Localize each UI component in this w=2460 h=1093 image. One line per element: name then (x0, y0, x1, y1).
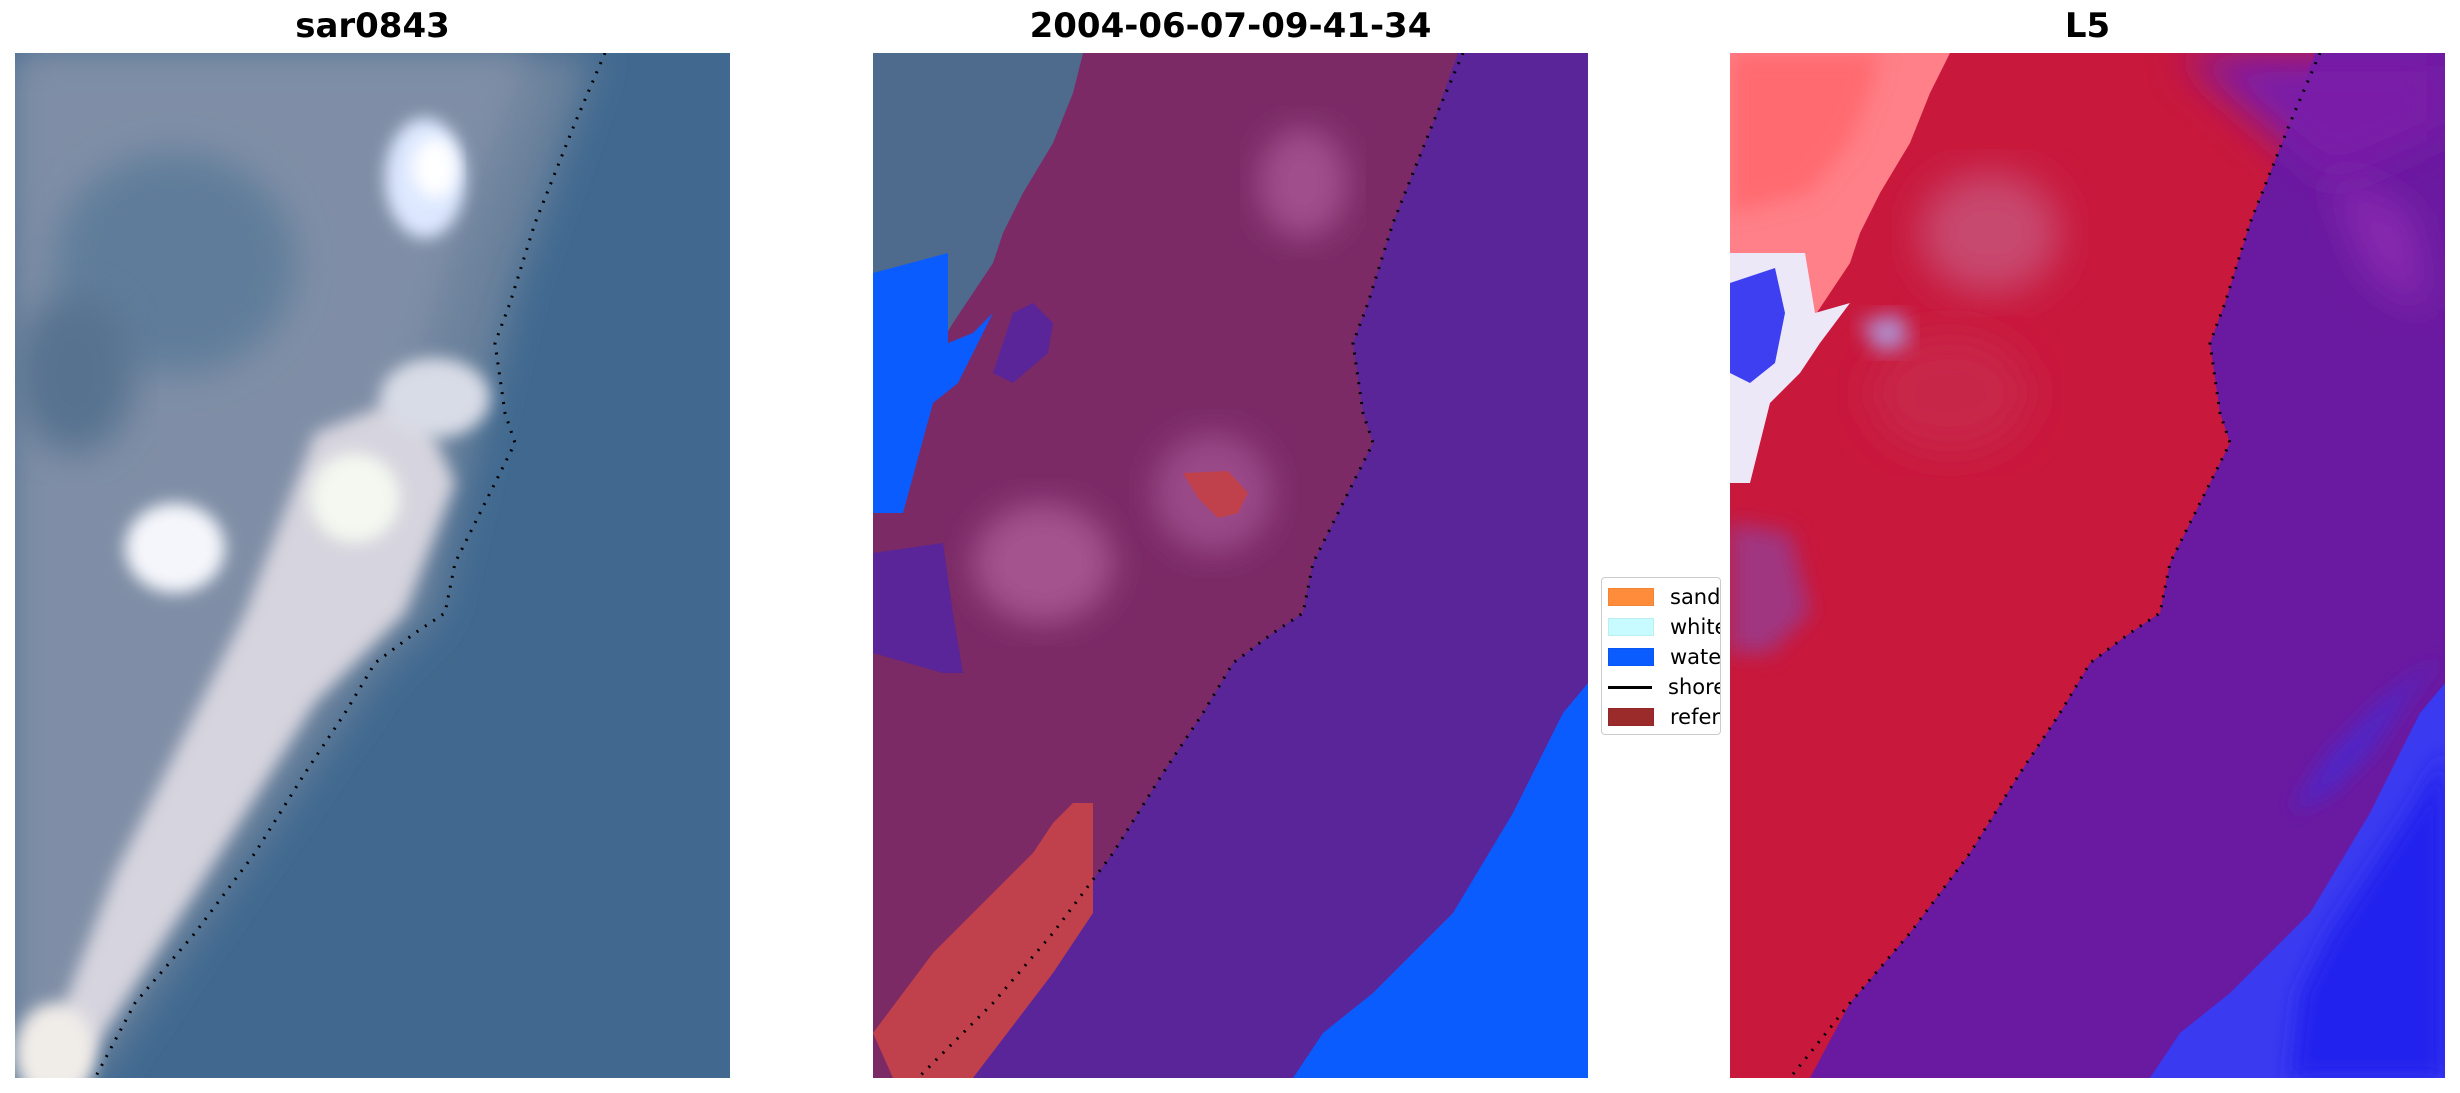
mndwi-image-panel (1730, 53, 2445, 1078)
whitewater-swatch (1608, 618, 1654, 636)
rgb-image-panel (15, 53, 730, 1078)
legend-item-whitewater: whitewater (1608, 612, 1720, 642)
water-swatch (1608, 648, 1654, 666)
legend-item-sand: sand (1608, 582, 1720, 612)
legend-label: shoreline (1668, 675, 1720, 699)
legend-label: sand (1670, 585, 1721, 609)
legend: sand whitewater water shoreline referenc… (1601, 577, 1721, 735)
legend-item-water: water (1608, 642, 1721, 672)
legend-label: water (1670, 645, 1721, 669)
panel-title-mndwi: L5 (2064, 6, 2111, 46)
legend-item-reference-shoreline: reference shoreline (1608, 702, 1720, 732)
legend-label: reference shoreline (1670, 705, 1720, 729)
shoreline-swatch (1608, 685, 1652, 689)
legend-item-shoreline: shoreline (1608, 672, 1720, 702)
classified-image-panel (873, 53, 1588, 1078)
sand-swatch (1608, 588, 1654, 606)
reference-shoreline-swatch (1608, 708, 1654, 726)
panel-title-rgb: sar0843 (295, 6, 450, 46)
legend-label: whitewater (1670, 615, 1720, 639)
panel-title-classified: 2004-06-07-09-41-34 (1029, 6, 1432, 46)
